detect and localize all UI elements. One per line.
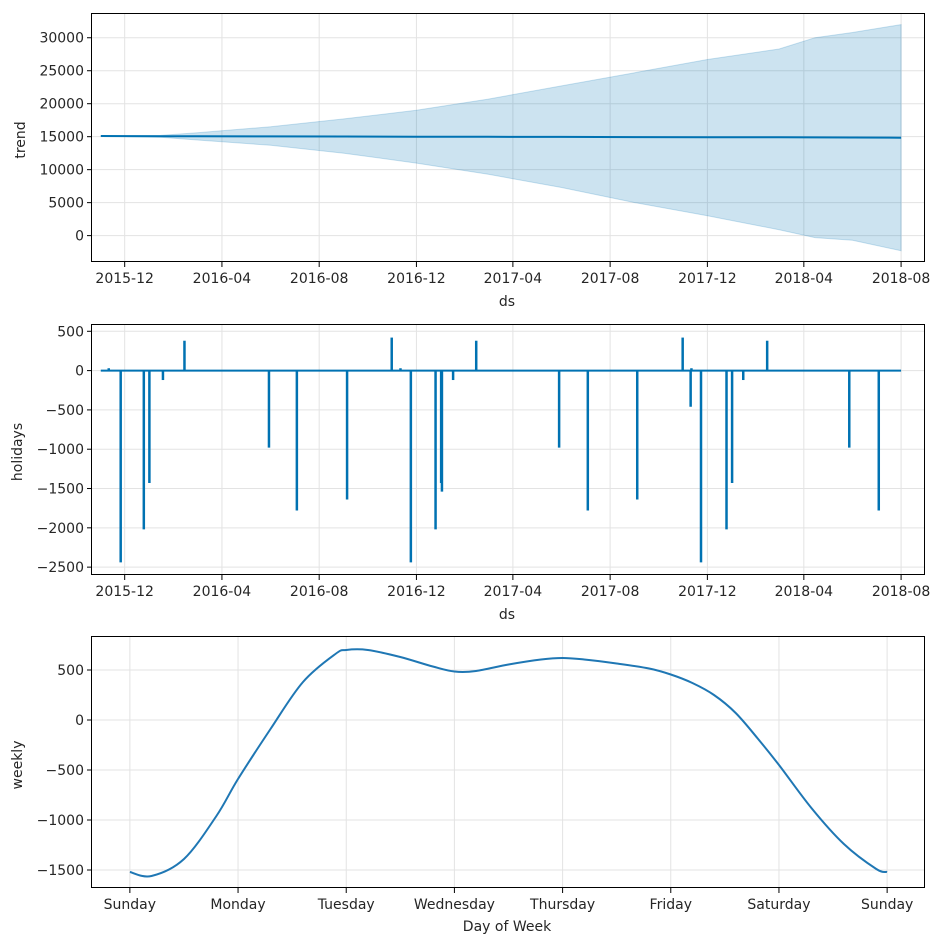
x-tick-label: 2018-08 [872,271,931,287]
trend-x-ticks: 2015-12 2016-04 2016-08 2016-12 2017-04 2017-… [95,262,930,287]
x-tick-label: 2015-12 [95,271,154,287]
weekly-x-ticks: Sunday Monday Tuesday Wednesday Thursday Frid… [104,888,913,913]
y-tick-label: 0 [75,713,84,729]
y-tick-label: 20000 [39,97,84,113]
x-tick-label: Thursday [529,897,595,913]
y-tick-label: −2000 [37,521,84,537]
x-tick-label: 2016-12 [387,584,446,600]
x-tick-label: Tuesday [317,897,375,913]
x-tick-label: 2017-08 [581,584,640,600]
weekly-seasonality-line [129,648,888,878]
trend-axes-frame [91,13,925,262]
x-tick-label: Sunday [861,897,913,913]
trend-x-axis-label: ds [499,294,515,310]
holidays-y-axis-label: holidays [10,423,26,481]
x-tick-label: 2018-04 [775,584,834,600]
x-tick-label: Saturday [747,897,810,913]
x-tick-label: 2017-08 [581,271,640,287]
y-tick-label: 0 [75,229,84,245]
y-tick-label: 5000 [48,196,84,212]
y-tick-label: 500 [57,324,84,340]
trend-line [100,135,902,139]
x-tick-label: 2018-08 [872,584,931,600]
trend-y-axis-label: trend [13,121,29,158]
x-tick-label: 2015-12 [95,584,154,600]
y-tick-label: 500 [57,663,84,679]
y-tick-label: −500 [46,403,84,419]
holidays-x-ticks: 2015-12 2016-04 2016-08 2016-12 2017-04 2017-… [95,575,930,600]
trend-panel: 2015-12 2016-04 2016-08 2016-12 2017-04 2017-… [13,13,930,310]
x-tick-label: 2016-04 [193,584,252,600]
y-tick-label: 30000 [39,31,84,47]
y-tick-label: 0 [75,364,84,380]
weekly-axes-frame [91,636,925,888]
holidays-x-axis-label: ds [499,607,515,623]
y-tick-label: 25000 [39,64,84,80]
trend-line-group [100,135,902,139]
x-tick-label: 2017-12 [678,271,737,287]
holidays-panel: 2015-12 2016-04 2016-08 2016-12 2017-04 2017-… [10,324,930,623]
holidays-line-group [100,337,902,563]
holidays-y-ticks: 500 0 −500 −1000 −1500 −2000 −2500 [37,324,92,576]
weekly-line-group [129,648,888,878]
y-tick-label: 10000 [39,163,84,179]
x-tick-label: 2018-04 [775,271,834,287]
x-tick-label: Monday [210,897,265,913]
weekly-panel: Sunday Monday Tuesday Wednesday Thursday Frid… [10,636,925,935]
y-tick-label: −1500 [37,482,84,498]
y-tick-label: −1500 [37,863,84,879]
y-tick-label: −2500 [37,560,84,576]
x-tick-label: 2016-08 [290,584,349,600]
weekly-y-ticks: 500 0 −500 −1000 −1500 [37,663,92,879]
y-tick-label: −500 [46,763,84,779]
x-tick-label: 2016-04 [193,271,252,287]
x-tick-label: 2017-04 [484,584,543,600]
y-tick-label: −1000 [37,442,84,458]
y-tick-label: −1000 [37,813,84,829]
x-tick-label: Friday [650,897,692,913]
y-tick-label: 15000 [39,130,84,146]
weekly-x-axis-label: Day of Week [463,919,552,935]
weekly-grid [92,637,925,888]
holidays-grid [92,325,925,575]
trend-y-ticks: 0 5000 10000 15000 20000 25000 30000 [39,31,92,245]
weekly-y-axis-label: weekly [10,741,26,790]
x-tick-label: 2016-08 [290,271,349,287]
x-tick-label: 2017-12 [678,584,737,600]
x-tick-label: 2016-12 [387,271,446,287]
x-tick-label: Sunday [104,897,156,913]
x-tick-label: Wednesday [414,897,495,913]
x-tick-label: 2017-04 [484,271,543,287]
